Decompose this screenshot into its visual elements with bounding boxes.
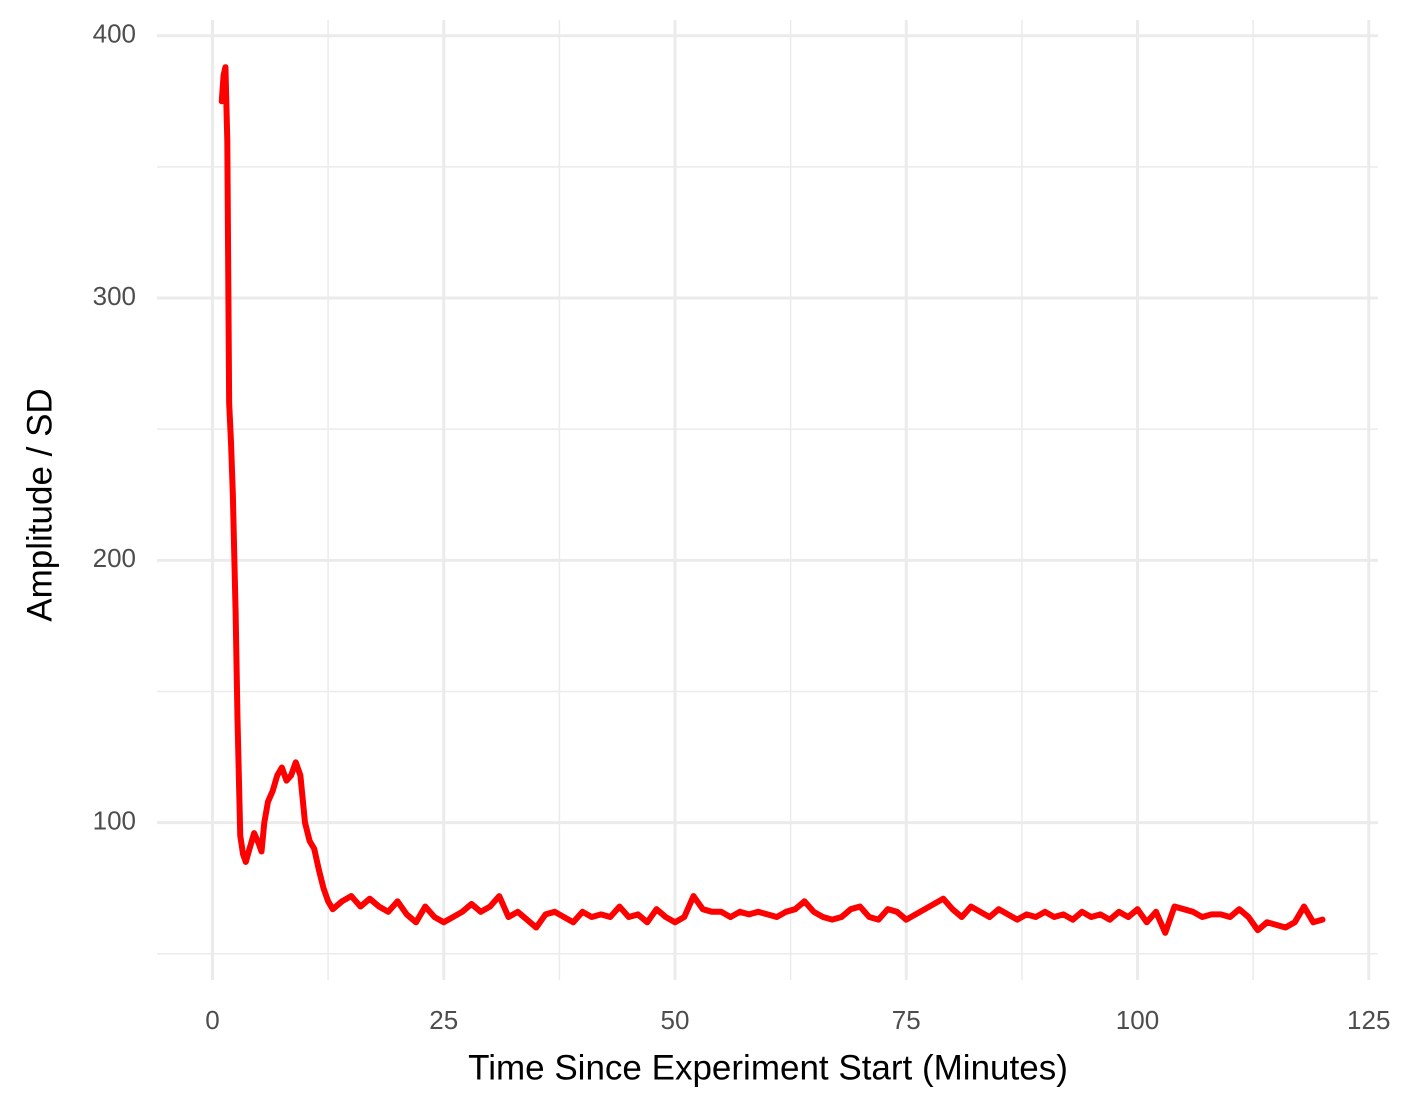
x-tick-label: 25 <box>429 1005 458 1035</box>
data-line <box>218 64 1326 936</box>
x-axis-title: Time Since Experiment Start (Minutes) <box>468 1048 1068 1087</box>
x-tick-label: 50 <box>661 1005 690 1035</box>
x-tick-label: 100 <box>1116 1005 1159 1035</box>
y-axis-title: Amplitude / SD <box>20 388 59 621</box>
x-tick-label: 125 <box>1347 1005 1390 1035</box>
y-tick-label: 400 <box>93 19 136 49</box>
y-tick-label: 200 <box>93 543 136 573</box>
x-tick-label: 0 <box>205 1005 219 1035</box>
x-tick-label: 75 <box>892 1005 921 1035</box>
y-tick-label: 300 <box>93 281 136 311</box>
y-tick-label: 100 <box>93 805 136 835</box>
